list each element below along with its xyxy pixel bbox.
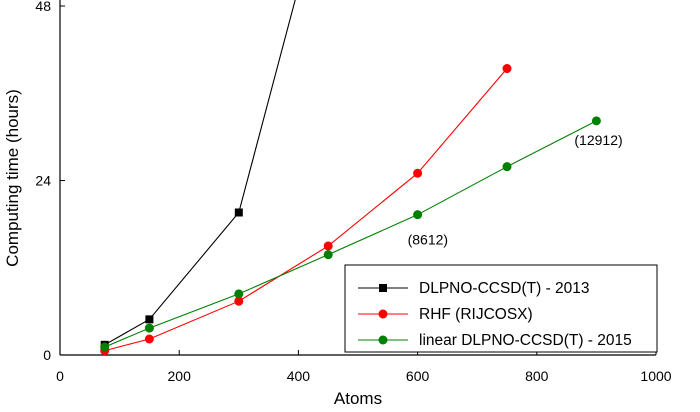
legend-box	[344, 264, 658, 353]
data-point	[234, 296, 244, 306]
annotation-label: (12912)	[574, 132, 622, 148]
y-tick-label: 48	[35, 0, 51, 14]
data-point	[323, 241, 333, 251]
legend-items: DLPNO-CCSD(T) - 2013 RHF (RIJCOSX) linear …	[358, 280, 632, 349]
x-tick-label: 800	[525, 368, 549, 384]
annotations: (8612) (12912)	[408, 132, 623, 248]
legend-label: DLPNO-CCSD(T) - 2013	[419, 280, 590, 297]
data-point	[413, 210, 423, 220]
legend-label: linear DLPNO-CCSD(T) - 2015	[419, 332, 632, 349]
series-layer	[100, 0, 601, 356]
series-line	[104, 0, 296, 346]
x-axis-title: Atoms	[334, 389, 382, 408]
legend-marker	[378, 309, 388, 319]
x-tick-label: 200	[168, 368, 192, 384]
data-point	[234, 289, 244, 299]
legend-label: RHF (RIJCOSX)	[419, 306, 533, 323]
series-1	[100, 64, 512, 356]
series-line	[104, 68, 508, 352]
data-point	[234, 208, 243, 217]
axes	[59, 0, 656, 356]
data-point	[413, 168, 423, 178]
y-tick-label: 24	[35, 173, 51, 189]
x-tick-label: 1000	[640, 368, 671, 384]
legend-item: DLPNO-CCSD(T) - 2013	[358, 280, 590, 297]
data-point	[591, 116, 601, 126]
data-point	[145, 315, 154, 324]
data-point	[502, 64, 512, 74]
ticks: 0 200 400 600 800 1000 0 24 48	[35, 0, 671, 384]
data-point	[144, 323, 154, 333]
annotation-label: (8612)	[408, 232, 448, 248]
y-tick-label: 0	[43, 347, 51, 363]
legend-item: linear DLPNO-CCSD(T) - 2015	[358, 332, 632, 349]
x-tick-label: 400	[287, 368, 311, 384]
series-0	[100, 0, 296, 349]
data-point	[323, 250, 333, 260]
legend-marker	[379, 284, 387, 292]
series-2	[100, 116, 601, 352]
data-point	[502, 162, 512, 172]
y-axis-title: Computing time (hours)	[3, 89, 22, 267]
legend: DLPNO-CCSD(T) - 2013 RHF (RIJCOSX) linear …	[344, 264, 658, 353]
data-point	[144, 334, 154, 344]
data-point	[100, 342, 110, 352]
legend-marker	[378, 335, 388, 345]
x-tick-label: 600	[406, 368, 430, 384]
legend-item: RHF (RIJCOSX)	[358, 306, 533, 323]
x-tick-label: 0	[56, 368, 64, 384]
